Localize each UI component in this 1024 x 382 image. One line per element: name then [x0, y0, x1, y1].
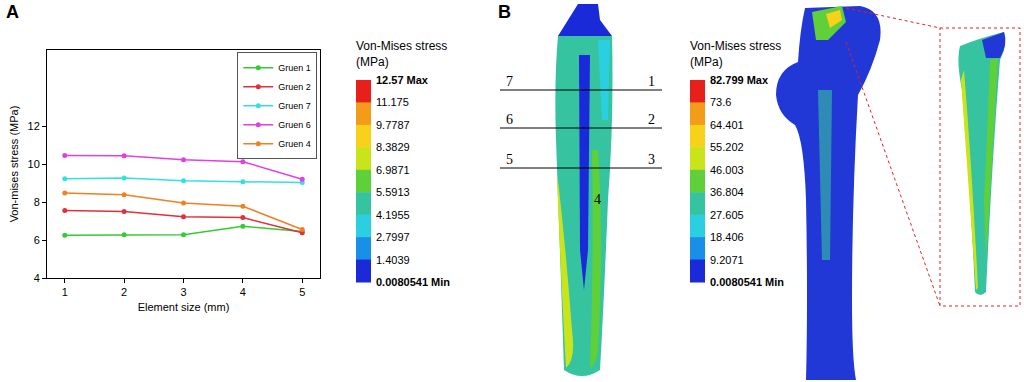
svg-text:A: A	[6, 2, 19, 22]
svg-text:Gruen 2: Gruen 2	[278, 82, 311, 92]
svg-text:Gruen 4: Gruen 4	[278, 139, 311, 149]
svg-text:55.202: 55.202	[710, 141, 744, 153]
svg-text:18.406: 18.406	[710, 231, 744, 243]
svg-text:3: 3	[648, 152, 655, 167]
svg-text:8: 8	[34, 196, 40, 208]
svg-text:11.175: 11.175	[376, 96, 409, 108]
svg-text:9.2071: 9.2071	[710, 254, 744, 266]
svg-text:1: 1	[648, 74, 655, 89]
svg-text:27.605: 27.605	[710, 209, 744, 221]
svg-text:(MPa): (MPa)	[356, 55, 389, 69]
svg-text:12.57 Max: 12.57 Max	[376, 74, 429, 86]
svg-text:8.3829: 8.3829	[376, 141, 410, 153]
svg-text:5.5913: 5.5913	[376, 186, 410, 198]
svg-text:3: 3	[180, 286, 186, 298]
svg-text:4.1955: 4.1955	[376, 209, 410, 221]
svg-text:4: 4	[240, 286, 246, 298]
svg-text:12: 12	[28, 120, 40, 132]
svg-text:Gruen 1: Gruen 1	[278, 63, 311, 73]
svg-text:Von-mises stress (MPa): Von-mises stress (MPa)	[8, 106, 20, 223]
svg-text:0.0080541 Min: 0.0080541 Min	[376, 276, 450, 288]
svg-text:1: 1	[62, 286, 68, 298]
svg-text:(MPa): (MPa)	[690, 55, 723, 69]
svg-text:6: 6	[506, 112, 513, 127]
svg-text:73.6: 73.6	[710, 96, 731, 108]
svg-text:1.4039: 1.4039	[376, 254, 410, 266]
svg-text:5: 5	[299, 286, 305, 298]
svg-text:5: 5	[506, 152, 513, 167]
svg-text:36.804: 36.804	[710, 186, 744, 198]
svg-text:6: 6	[34, 234, 40, 246]
svg-text:Element size (mm): Element size (mm)	[138, 301, 230, 313]
svg-text:4: 4	[594, 192, 601, 207]
svg-text:2: 2	[121, 286, 127, 298]
svg-text:6.9871: 6.9871	[376, 164, 410, 176]
svg-text:10: 10	[28, 158, 40, 170]
svg-text:9.7787: 9.7787	[376, 119, 410, 131]
svg-text:46.003: 46.003	[710, 164, 744, 176]
svg-text:Gruen 6: Gruen 6	[278, 120, 311, 130]
svg-text:2.7997: 2.7997	[376, 231, 410, 243]
svg-text:2: 2	[648, 112, 655, 127]
svg-text:Von-Mises stress: Von-Mises stress	[690, 39, 781, 53]
svg-text:4: 4	[34, 272, 40, 284]
svg-text:B: B	[498, 2, 511, 22]
svg-text:7: 7	[506, 74, 513, 89]
svg-text:Von-Mises stress: Von-Mises stress	[356, 39, 447, 53]
svg-text:82.799 Max: 82.799 Max	[710, 74, 769, 86]
svg-text:64.401: 64.401	[710, 119, 744, 131]
svg-text:Gruen 7: Gruen 7	[278, 101, 311, 111]
svg-text:0.0080541 Min: 0.0080541 Min	[710, 276, 784, 288]
